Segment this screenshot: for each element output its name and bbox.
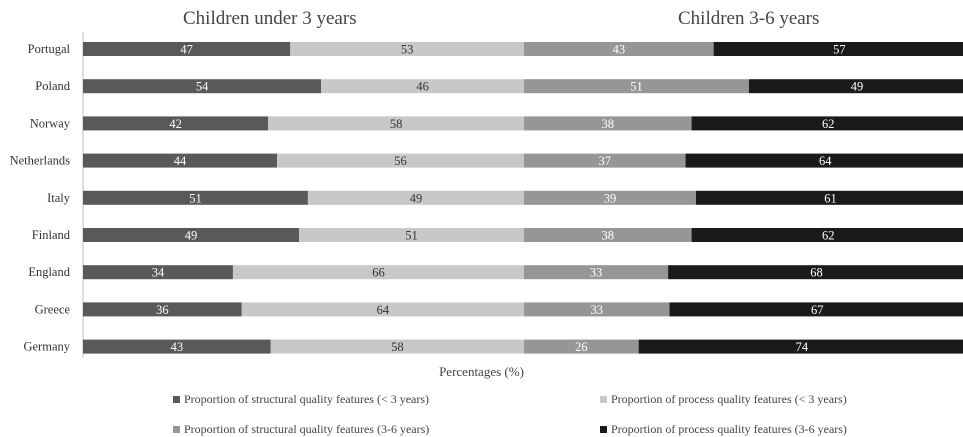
category-label: Norway	[30, 116, 71, 130]
data-label: 39	[604, 191, 617, 205]
bar-segment	[695, 190, 963, 205]
data-label: 33	[591, 303, 604, 317]
data-label: 44	[174, 154, 187, 168]
legend-label: Proportion of structural quality feature…	[184, 422, 430, 436]
data-label: 49	[851, 80, 864, 94]
data-label: 67	[811, 303, 824, 317]
x-axis-label: Percentages (%)	[439, 364, 524, 379]
data-label: 51	[405, 229, 418, 243]
bar-segment	[290, 42, 524, 56]
bar-segment	[524, 190, 696, 205]
bar-segment	[83, 302, 242, 317]
data-label: 37	[599, 154, 612, 168]
data-label: 38	[602, 229, 615, 243]
data-label: 56	[394, 154, 407, 168]
bar-segment	[524, 339, 639, 354]
bar-segment	[524, 265, 669, 280]
data-label: 57	[833, 43, 846, 57]
legend-label: Proportion of structural quality feature…	[184, 392, 430, 406]
legend-item-structural-3-6: Proportion of structural quality feature…	[173, 422, 429, 437]
bar-segment	[241, 302, 524, 317]
bar-segment	[713, 42, 963, 56]
data-label: 68	[810, 266, 823, 280]
bar-segment	[524, 302, 670, 317]
data-label: 47	[180, 43, 193, 57]
data-label: 61	[824, 191, 837, 205]
bar-segment	[83, 265, 233, 280]
bar-segment	[668, 265, 963, 280]
bar-segment	[524, 79, 749, 94]
bar-segment	[83, 79, 322, 94]
data-label: 33	[590, 266, 603, 280]
bar-segment	[83, 116, 269, 131]
bar-segment	[83, 228, 300, 242]
bar-segment	[748, 79, 963, 94]
data-label: 38	[602, 117, 615, 131]
bar-segment	[307, 190, 524, 205]
bar-segment	[524, 153, 686, 168]
data-label: 43	[171, 340, 184, 354]
legend: Proportion of structural quality feature…	[0, 390, 963, 436]
data-label: 54	[196, 80, 209, 94]
legend-label: Proportion of process quality features (…	[611, 392, 847, 406]
category-label: Portugal	[28, 42, 71, 56]
data-label: 26	[575, 340, 588, 354]
category-label: Germany	[23, 340, 70, 354]
bar-segment	[299, 228, 524, 242]
bar-segment	[83, 339, 271, 354]
data-label: 34	[152, 266, 165, 280]
category-label: Netherlands	[10, 154, 71, 168]
panel-title-3-6: Children 3-6 years	[678, 8, 820, 29]
bar-segment	[691, 116, 963, 131]
panel-title-under-3: Children under 3 years	[183, 8, 357, 29]
bar-segment	[232, 265, 524, 280]
bar-segment	[524, 228, 692, 242]
data-label: 66	[372, 266, 385, 280]
data-label: 51	[189, 191, 202, 205]
bar-segment	[524, 116, 692, 131]
data-label: 58	[391, 340, 404, 354]
data-label: 49	[410, 191, 423, 205]
legend-item-process-3-6: Proportion of process quality features (…	[600, 422, 847, 437]
data-label: 58	[390, 117, 403, 131]
data-label: 51	[630, 80, 643, 94]
data-label: 62	[822, 117, 835, 131]
bar-segment	[638, 339, 963, 354]
category-label: England	[28, 265, 70, 279]
bar-segment	[524, 42, 714, 56]
bar-segment	[669, 302, 963, 317]
data-label: 64	[819, 154, 832, 168]
legend-item-structural-under-3: Proportion of structural quality feature…	[173, 392, 429, 407]
bar-segment	[268, 116, 524, 131]
data-label: 42	[169, 117, 182, 131]
bar-segment	[685, 153, 963, 168]
legend-item-process-under-3: Proportion of process quality features (…	[600, 392, 847, 407]
data-label: 49	[185, 229, 198, 243]
bar-segment	[691, 228, 963, 242]
data-label: 74	[796, 340, 809, 354]
category-label: Italy	[47, 191, 71, 205]
category-label: Finland	[32, 228, 71, 242]
data-label: 43	[613, 43, 626, 57]
data-label: 36	[156, 303, 169, 317]
category-label: Poland	[35, 79, 70, 93]
legend-swatch	[173, 396, 180, 403]
bar-segment	[270, 339, 524, 354]
legend-swatch	[173, 426, 180, 433]
data-label: 53	[401, 43, 414, 57]
bar-segment	[83, 190, 308, 205]
legend-swatch	[600, 426, 607, 433]
bar-segment	[321, 79, 524, 94]
data-label: 62	[822, 229, 835, 243]
category-label: Greece	[35, 302, 71, 316]
legend-swatch	[600, 396, 607, 403]
stacked-bar-chart: Portugal 47 53 43 57 Poland 54 46 51 49 Norway 42 58…	[10, 32, 963, 358]
legend-label: Proportion of process quality features (…	[611, 422, 847, 436]
data-label: 64	[377, 303, 390, 317]
bar-segment	[83, 153, 278, 168]
bar-segment	[83, 42, 291, 56]
data-label: 46	[416, 80, 429, 94]
bar-segment	[277, 153, 524, 168]
